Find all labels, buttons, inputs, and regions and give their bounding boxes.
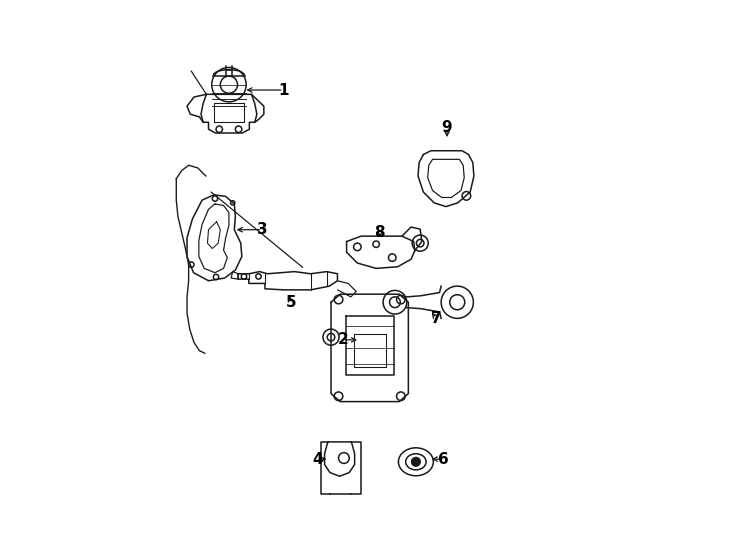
Text: 1: 1	[278, 83, 289, 98]
Text: 7: 7	[431, 311, 442, 326]
Circle shape	[412, 457, 420, 466]
Text: 5: 5	[286, 295, 296, 310]
Text: 3: 3	[257, 222, 268, 237]
Text: 2: 2	[338, 332, 348, 347]
Text: 6: 6	[438, 451, 448, 467]
Text: 9: 9	[442, 120, 452, 135]
Text: 8: 8	[374, 225, 385, 240]
Text: 4: 4	[312, 451, 323, 467]
